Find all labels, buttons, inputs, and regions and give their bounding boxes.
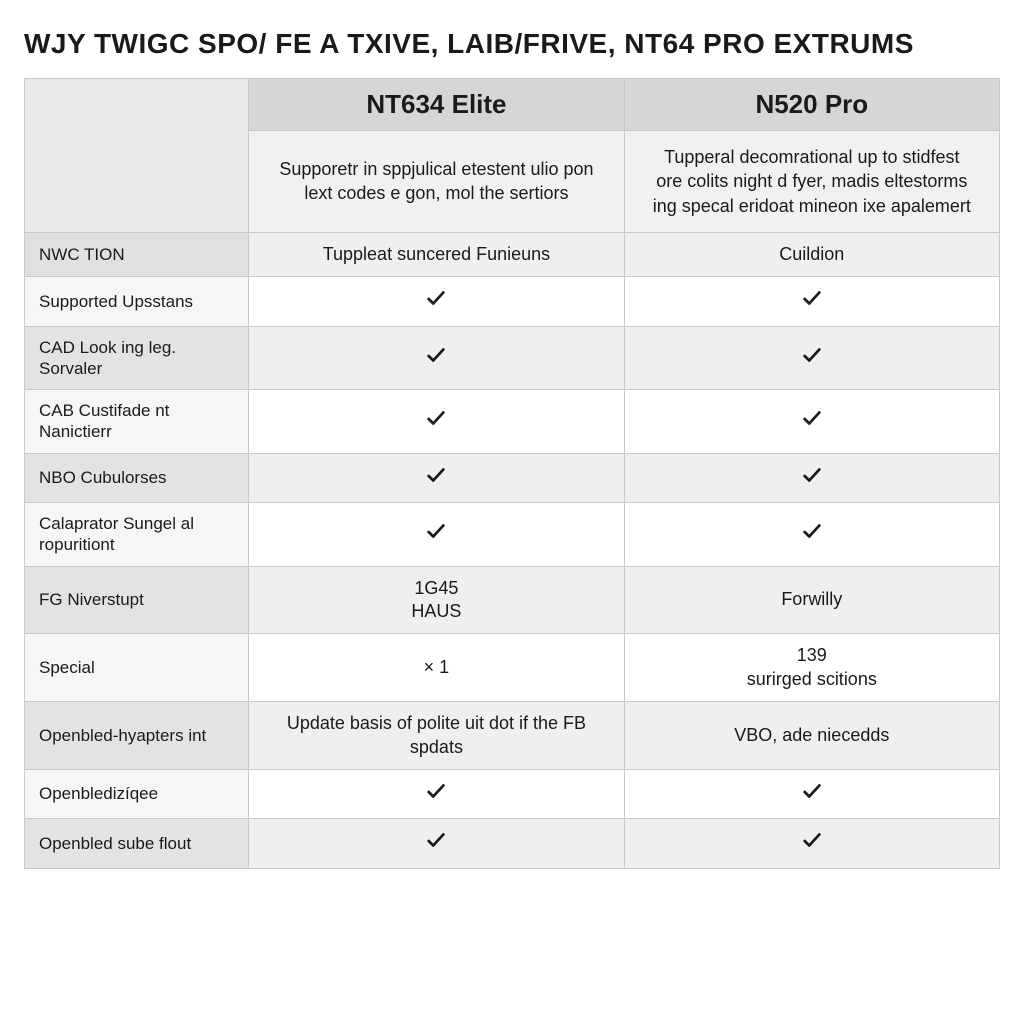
table-row: CAD Look ing leg. Sorvaler [25,326,1000,390]
feature-value-b: Forwilly [624,566,999,634]
feature-label: CAD Look ing leg. Sorvaler [25,326,249,390]
feature-label: Openbled-hyapters int [25,702,249,770]
feature-label: Supported Upsstans [25,277,249,326]
table-body: NWC TIONTuppleat suncered FunieunsCuildi… [25,232,1000,868]
feature-value-a [249,390,624,454]
table-row: Openbled sube flout [25,819,1000,868]
feature-label: NBO Cubulorses [25,453,249,502]
feature-value-b [624,390,999,454]
product-b-desc: Tupperal decomrational up to stidfest or… [624,131,999,233]
feature-value-a: Update basis of polite uit dot if the FB… [249,702,624,770]
feature-value-b [624,769,999,818]
check-icon [801,786,823,806]
feature-label: Calaprator Sungel al ropuritiont [25,503,249,567]
feature-value-b [624,277,999,326]
table-row: Openbled-hyapters intUpdate basis of pol… [25,702,1000,770]
table-row: FG Niverstupt1G45HAUSForwilly [25,566,1000,634]
feature-label: Openbledizíqee [25,769,249,818]
feature-value-b [624,819,999,868]
check-icon [425,786,447,806]
feature-value-b: Cuildion [624,232,999,276]
check-icon [425,350,447,370]
check-icon [801,835,823,855]
check-icon [801,350,823,370]
feature-value-b: VBO, ade niecedds [624,702,999,770]
feature-value-a: × 1 [249,634,624,702]
table-row: Openbledizíqee [25,769,1000,818]
feature-value-b [624,503,999,567]
feature-value-b [624,326,999,390]
feature-label: FG Niverstupt [25,566,249,634]
comparison-table: NT634 Elite N520 Pro Supporetr in sppjul… [24,78,1000,869]
feature-value-a [249,453,624,502]
feature-value-a [249,503,624,567]
table-row: Calaprator Sungel al ropuritiont [25,503,1000,567]
table-row: Supported Upsstans [25,277,1000,326]
check-icon [801,413,823,433]
check-icon [425,413,447,433]
header-corner [25,79,249,233]
check-icon [801,526,823,546]
page-title: WJY TWIGC SPO/ FE A TXIVE, LAIB/FRIVE, N… [24,28,1000,60]
table-row: NBO Cubulorses [25,453,1000,502]
feature-value-a [249,277,624,326]
feature-value-a [249,819,624,868]
check-icon [801,470,823,490]
table-row: Special× 1139surirged scitions [25,634,1000,702]
check-icon [425,470,447,490]
table-row: CAB Custifade nt Nanictierr [25,390,1000,454]
feature-value-a [249,326,624,390]
check-icon [425,293,447,313]
check-icon [425,526,447,546]
feature-value-b: 139surirged scitions [624,634,999,702]
feature-label: Openbled sube flout [25,819,249,868]
feature-value-b [624,453,999,502]
product-b-name: N520 Pro [624,79,999,131]
feature-label: CAB Custifade nt Nanictierr [25,390,249,454]
check-icon [801,293,823,313]
feature-label: NWC TION [25,232,249,276]
product-a-desc: Supporetr in sppjulical etestent ulio po… [249,131,624,233]
header-row: NT634 Elite N520 Pro [25,79,1000,131]
product-a-name: NT634 Elite [249,79,624,131]
feature-label: Special [25,634,249,702]
feature-value-a [249,769,624,818]
feature-value-a: Tuppleat suncered Funieuns [249,232,624,276]
feature-value-a: 1G45HAUS [249,566,624,634]
check-icon [425,835,447,855]
table-row: NWC TIONTuppleat suncered FunieunsCuildi… [25,232,1000,276]
